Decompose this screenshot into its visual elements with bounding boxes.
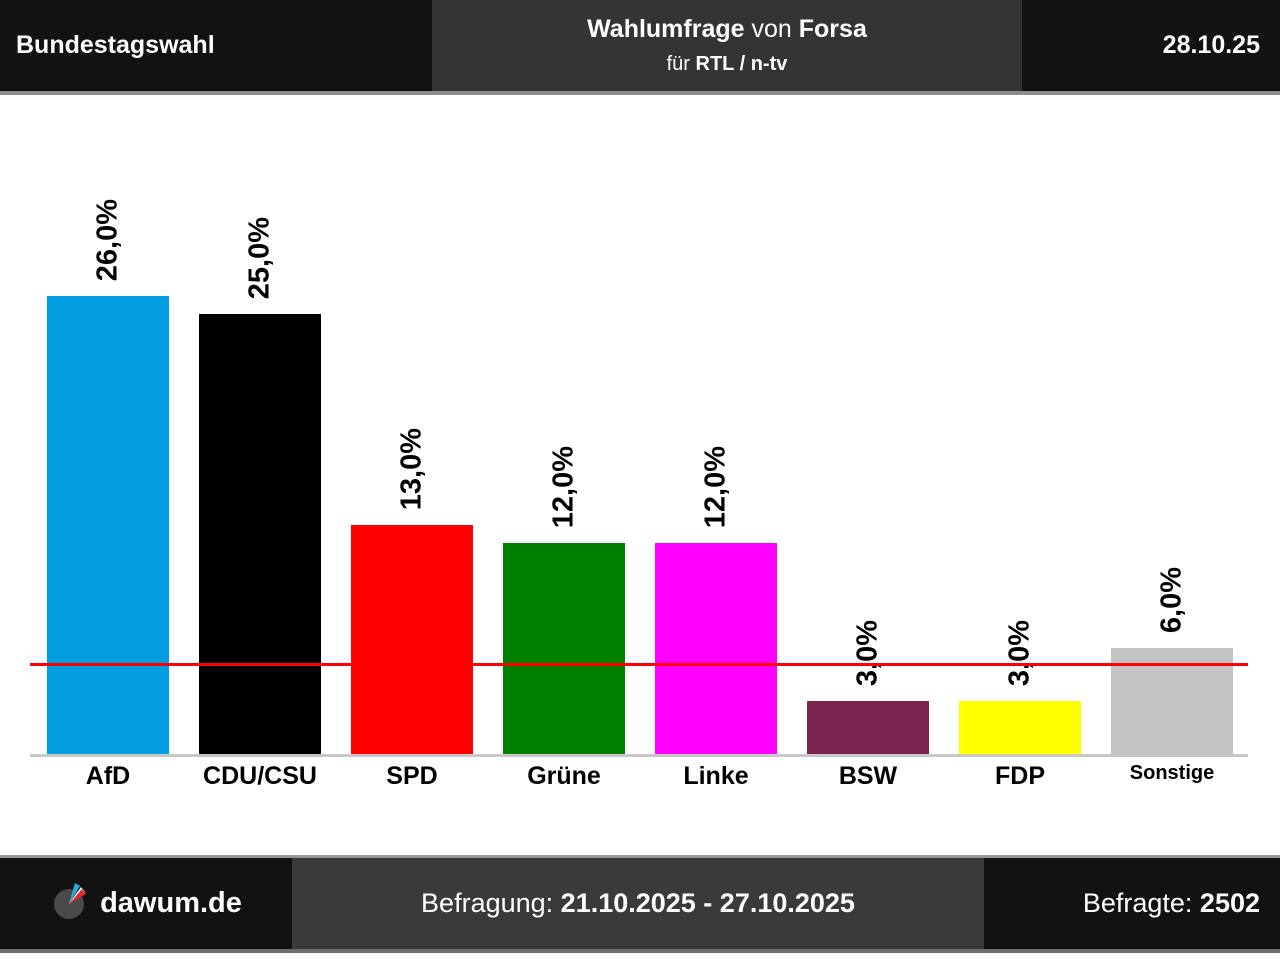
party-bar [807, 701, 929, 754]
party-name-label: Sonstige [1129, 762, 1215, 784]
poll-title: Wahlumfrage von Forsa [587, 15, 867, 44]
bar-group: 26,0% AfD [47, 95, 169, 855]
five-percent-threshold-line [30, 663, 1248, 666]
bar-group: 13,0% SPD [351, 95, 473, 855]
party-bar [959, 701, 1081, 754]
poll-date: 28.10.25 [1022, 0, 1280, 91]
party-bar [47, 296, 169, 754]
party-name-label: Grüne [527, 762, 601, 790]
bar-group: 6,0% Sonstige [1111, 95, 1233, 855]
poll-title-main: Wahlumfrage [587, 15, 745, 43]
poll-subtitle-prefix: für [666, 53, 690, 75]
brand-name: dawum.de [100, 887, 242, 919]
survey-period-block: Befragung: 21.10.2025 - 27.10.2025 [292, 858, 984, 949]
party-bar [655, 543, 777, 754]
bar-group: 25,0% CDU/CSU [199, 95, 321, 855]
party-bar [199, 314, 321, 754]
party-name-label: BSW [838, 762, 898, 790]
footer-bar: dawum.de Befragung: 21.10.2025 - 27.10.2… [0, 855, 1280, 953]
bar-value-label: 12,0% [547, 445, 580, 528]
poll-client: RTL / n-tv [695, 53, 788, 75]
bar-value-label: 13,0% [395, 427, 428, 510]
header-bar: Bundestagswahl Wahlumfrage von Forsa für… [0, 0, 1280, 95]
poll-title-connector: von [751, 15, 792, 43]
survey-period: 21.10.2025 - 27.10.2025 [560, 888, 855, 918]
bar-value-label: 25,0% [243, 216, 276, 299]
party-name-label: CDU/CSU [203, 762, 317, 790]
bar-group: 3,0% BSW [807, 95, 929, 855]
bar-value-label: 6,0% [1155, 566, 1188, 633]
brand-block: dawum.de [0, 858, 292, 949]
party-name-label: SPD [386, 762, 438, 790]
x-axis-line [30, 754, 1248, 757]
party-bar [351, 525, 473, 754]
poll-subtitle: für RTL / n-tv [667, 53, 788, 76]
bar-value-label: 12,0% [699, 445, 732, 528]
party-name-label: Linke [683, 762, 749, 790]
party-name-label: AfD [85, 762, 131, 790]
poll-title-block: Wahlumfrage von Forsa für RTL / n-tv [432, 0, 1022, 91]
poll-institute: Forsa [798, 15, 867, 43]
party-bar [503, 543, 625, 754]
bar-group: 3,0% FDP [959, 95, 1081, 855]
bar-value-label: 3,0% [1003, 619, 1036, 686]
bar-value-label: 3,0% [851, 619, 884, 686]
respondents-value: 2502 [1199, 888, 1260, 918]
bar-group: 12,0% Linke [655, 95, 777, 855]
respondents-label: Befragte: [1082, 888, 1193, 918]
bar-group: 12,0% Grüne [503, 95, 625, 855]
survey-label: Befragung: [421, 888, 554, 918]
party-name-label: FDP [995, 762, 1045, 790]
bar-value-label: 26,0% [91, 198, 124, 281]
election-title: Bundestagswahl [0, 0, 432, 91]
pie-chart-arrows-icon [50, 880, 90, 927]
respondents-block: Befragte: 2502 [984, 858, 1280, 949]
bar-chart: 26,0% AfD 25,0% CDU/CSU 13,0% SPD 12,0% … [0, 95, 1280, 855]
